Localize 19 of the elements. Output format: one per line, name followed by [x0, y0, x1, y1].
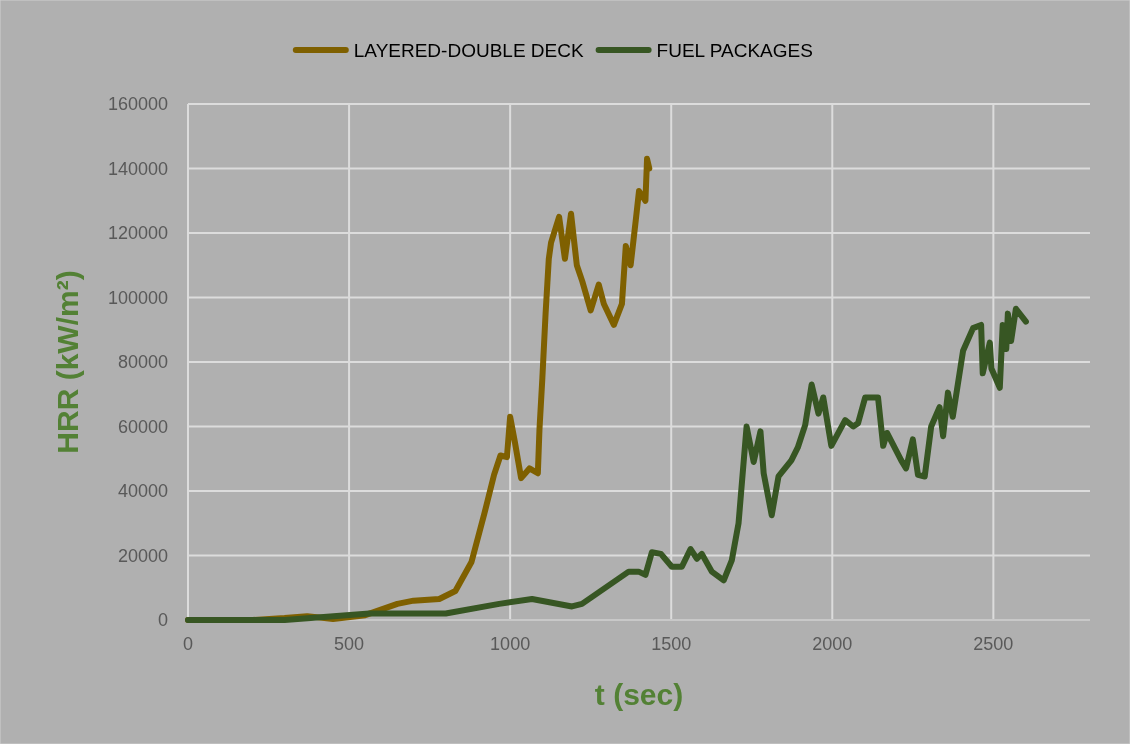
- y-tick-label: 140000: [107, 158, 168, 179]
- y-tick-label: 40000: [117, 481, 168, 502]
- y-tick-label: 100000: [107, 287, 168, 308]
- y-tick-label: 80000: [117, 352, 168, 373]
- x-tick-label: 2500: [973, 634, 1014, 654]
- x-tick-label: 0: [182, 634, 194, 654]
- legend-label: FUEL PACKAGES: [656, 39, 813, 61]
- x-tick-label: 500: [334, 634, 365, 654]
- y-tick-label: 60000: [117, 416, 168, 437]
- y-tick-label: 160000: [107, 94, 168, 115]
- x-tick-label: 2000: [812, 634, 853, 654]
- x-tick-label: 1000: [490, 634, 531, 654]
- x-tick-label: 1500: [651, 634, 692, 654]
- y-tick-label: 120000: [107, 223, 168, 244]
- y-tick-label: 20000: [117, 545, 168, 566]
- y-tick-label: 0: [157, 610, 168, 631]
- legend-label: LAYERED-DOUBLE DECK: [353, 39, 584, 61]
- x-axis-title: t (sec): [594, 678, 684, 711]
- y-axis-title: HRR (kW/m²): [51, 270, 84, 454]
